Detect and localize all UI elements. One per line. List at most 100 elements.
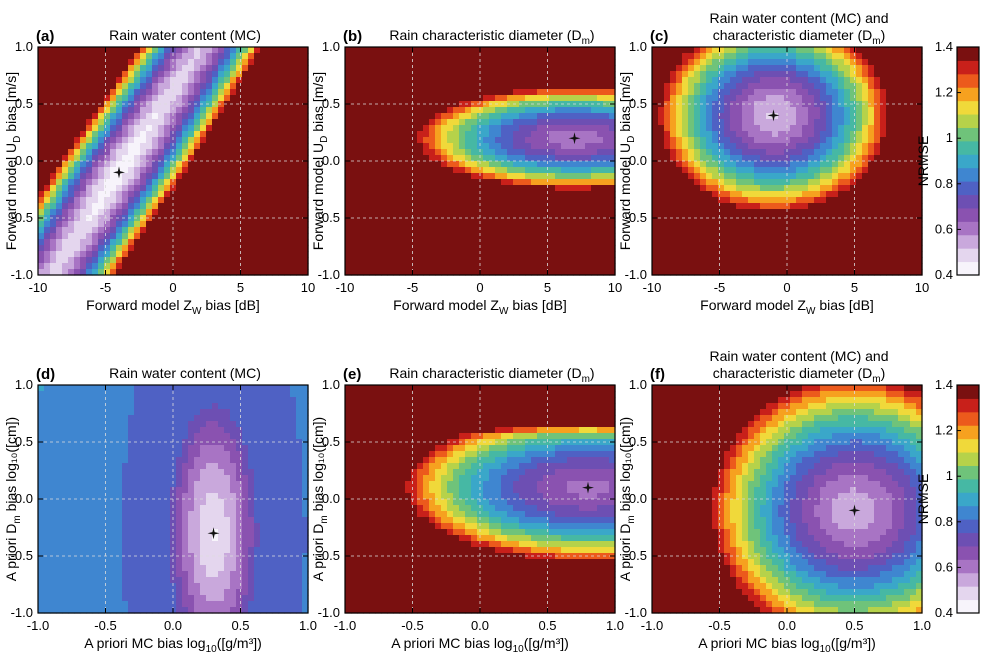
heatmap-cell [700,209,707,216]
heatmap-cell [194,113,201,120]
heatmap-cell [778,77,785,84]
heatmap-cell [862,185,869,192]
heatmap-cell [248,233,255,240]
heatmap-cell [712,161,719,168]
heatmap-cell [597,263,604,270]
heatmap-cell [254,233,261,240]
heatmap-cell [603,125,610,132]
heatmap-cell [483,221,490,228]
heatmap-cell [158,227,165,234]
heatmap-cell [146,245,153,252]
heatmap-cell [766,65,773,72]
heatmap-cell [868,89,875,96]
heatmap-cell [838,119,845,126]
heatmap-cell [80,209,87,216]
heatmap-cell [38,65,45,72]
heatmap-cell [206,233,213,240]
heatmap-cell [248,53,255,60]
heatmap-cell [182,197,189,204]
heatmap-cell [772,137,779,144]
heatmap-cell [573,203,580,210]
heatmap-cell [128,143,135,150]
heatmap-cell [98,179,105,186]
heatmap-cell [513,161,520,168]
heatmap-cell [272,239,279,246]
heatmap-cell [98,263,105,270]
heatmap-cell [453,251,460,258]
heatmap-cell [369,101,376,108]
heatmap-cell [381,95,388,102]
heatmap-cell [158,251,165,258]
heatmap-cell [429,215,436,222]
heatmap-cell [856,191,863,198]
heatmap-cell [363,245,370,252]
heatmap-cell [802,65,809,72]
heatmap-cell [850,131,857,138]
heatmap-cell [56,119,63,126]
heatmap-cell [712,239,719,246]
heatmap-cell [158,245,165,252]
heatmap-cell [844,191,851,198]
heatmap-cell [784,161,791,168]
heatmap-cell [706,167,713,174]
heatmap-cell [652,227,659,234]
heatmap-cell [302,131,309,138]
heatmap-cell [579,65,586,72]
heatmap-cell [254,167,261,174]
heatmap-cell [278,185,285,192]
heatmap-cell [194,251,201,258]
heatmap-cell [688,269,695,276]
heatmap-cell [62,221,69,228]
heatmap-cell [266,221,273,228]
heatmap-cell [351,239,358,246]
heatmap-cell [742,65,749,72]
heatmap-cell [495,95,502,102]
heatmap-cell [212,119,219,126]
heatmap-cell [555,149,562,156]
heatmap-cell [730,71,737,78]
heatmap-cell [700,89,707,96]
heatmap-cell [706,101,713,108]
heatmap-cell [754,233,761,240]
heatmap-cell [206,125,213,132]
heatmap-cell [706,113,713,120]
heatmap-cell [417,65,424,72]
heatmap-cell [694,77,701,84]
heatmap-cell [814,53,821,60]
heatmap-cell [700,59,707,66]
heatmap-cell [591,167,598,174]
heatmap-cell [591,161,598,168]
heatmap-cell [507,107,514,114]
heatmap-cell [435,179,442,186]
heatmap-cell [86,233,93,240]
heatmap-cell [260,101,267,108]
heatmap-cell [170,65,177,72]
heatmap-cell [405,155,412,162]
heatmap-cell [694,245,701,252]
heatmap-cell [658,215,665,222]
heatmap-cell [152,47,159,54]
heatmap-cell [826,83,833,90]
heatmap-cell [513,59,520,66]
heatmap-cell [134,119,141,126]
heatmap-cell [850,83,857,90]
heatmap-cell [375,95,382,102]
heatmap-cell [146,137,153,144]
heatmap-cell [375,263,382,270]
heatmap-cell [80,239,87,246]
heatmap-cell [585,233,592,240]
heatmap-cell [405,221,412,228]
heatmap-cell [483,101,490,108]
heatmap-cell [760,161,767,168]
heatmap-cell [429,95,436,102]
heatmap-cell [441,191,448,198]
heatmap-cell [555,167,562,174]
heatmap-cell [417,119,424,126]
heatmap-cell [513,143,520,150]
heatmap-cell [561,185,568,192]
heatmap-cell [591,65,598,72]
heatmap-cell [405,161,412,168]
heatmap-cell [688,191,695,198]
heatmap-cell [591,221,598,228]
heatmap-cell [170,119,177,126]
